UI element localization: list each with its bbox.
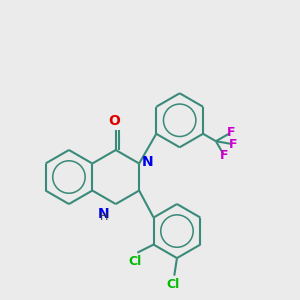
Text: F: F — [226, 126, 235, 139]
Text: H: H — [100, 212, 109, 222]
Text: F: F — [220, 149, 229, 163]
Text: F: F — [229, 138, 237, 151]
Text: O: O — [109, 114, 120, 128]
Text: N: N — [141, 155, 153, 169]
Text: N: N — [98, 207, 109, 221]
Text: Cl: Cl — [166, 278, 179, 291]
Text: Cl: Cl — [128, 255, 141, 268]
